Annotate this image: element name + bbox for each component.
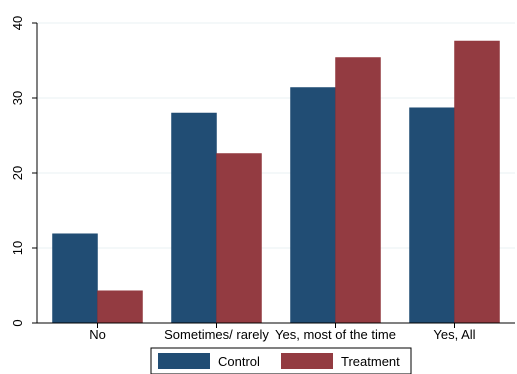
bar-control-yes-most-of-the-time: [290, 87, 336, 324]
y-tick-label-10: 10: [10, 241, 25, 255]
legend-label-treatment: Treatment: [341, 354, 400, 369]
bars: [52, 40, 500, 324]
bar-control-yes-all: [409, 107, 455, 324]
x-tick-label-yes-most-of-the-time: Yes, most of the time: [275, 327, 396, 342]
legend-swatch-treatment: [281, 353, 333, 369]
bar-treatment-yes-most-of-the-time: [335, 57, 381, 324]
bar-treatment-yes-all: [454, 40, 500, 324]
legend: Control Treatment: [150, 347, 412, 374]
bar-control-no: [52, 233, 98, 324]
x-tick-label-sometimes-rarely: Sometimes/ rarely: [164, 327, 269, 342]
x-tick-label-yes-all: Yes, All: [433, 327, 475, 342]
legend-label-control: Control: [218, 354, 260, 369]
y-tick-label-0: 0: [10, 319, 25, 326]
x-ticks: No Sometimes/ rarely Yes, most of the time…: [89, 323, 476, 342]
y-tick-label-40: 40: [10, 16, 25, 30]
x-tick-label-no: No: [89, 327, 106, 342]
bar-control-sometimes-rarely: [171, 112, 217, 324]
legend-swatch-control: [158, 353, 210, 369]
y-ticks: 0 10 20 30 40: [10, 16, 37, 327]
y-tick-label-20: 20: [10, 166, 25, 180]
bar-treatment-no: [97, 290, 143, 324]
y-tick-label-30: 30: [10, 91, 25, 105]
bar-treatment-sometimes-rarely: [216, 153, 262, 324]
